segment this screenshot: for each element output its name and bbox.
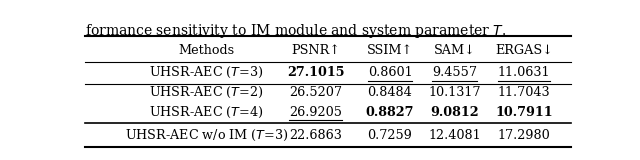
Text: 0.7259: 0.7259 (367, 129, 412, 142)
Text: 26.9205: 26.9205 (289, 106, 342, 119)
Text: 10.7911: 10.7911 (495, 106, 553, 119)
Text: 10.1317: 10.1317 (428, 86, 481, 99)
Text: UHSR-AEC ($T$=2): UHSR-AEC ($T$=2) (149, 85, 264, 100)
Text: 27.1015: 27.1015 (287, 66, 344, 79)
Text: 11.0631: 11.0631 (498, 66, 550, 79)
Text: Methods: Methods (179, 44, 234, 57)
Text: 9.4557: 9.4557 (432, 66, 477, 79)
Text: UHSR-AEC w/o IM ($T$=3): UHSR-AEC w/o IM ($T$=3) (125, 128, 288, 143)
Text: 9.0812: 9.0812 (430, 106, 479, 119)
Text: ERGAS↓: ERGAS↓ (495, 44, 553, 57)
Text: UHSR-AEC ($T$=3): UHSR-AEC ($T$=3) (149, 65, 264, 80)
Text: 22.6863: 22.6863 (289, 129, 342, 142)
Text: 0.8601: 0.8601 (368, 66, 412, 79)
Text: 12.4081: 12.4081 (428, 129, 481, 142)
Text: PSNR↑: PSNR↑ (291, 44, 340, 57)
Text: SAM↓: SAM↓ (434, 44, 476, 57)
Text: 0.8484: 0.8484 (367, 86, 412, 99)
Text: SSIM↑: SSIM↑ (367, 44, 413, 57)
Text: UHSR-AEC ($T$=4): UHSR-AEC ($T$=4) (149, 105, 264, 120)
Text: 17.2980: 17.2980 (497, 129, 550, 142)
Text: 26.5207: 26.5207 (289, 86, 342, 99)
Text: formance sensitivity to IM module and system parameter $T$.: formance sensitivity to IM module and sy… (85, 22, 506, 40)
Text: 0.8827: 0.8827 (365, 106, 414, 119)
Text: 11.7043: 11.7043 (498, 86, 550, 99)
